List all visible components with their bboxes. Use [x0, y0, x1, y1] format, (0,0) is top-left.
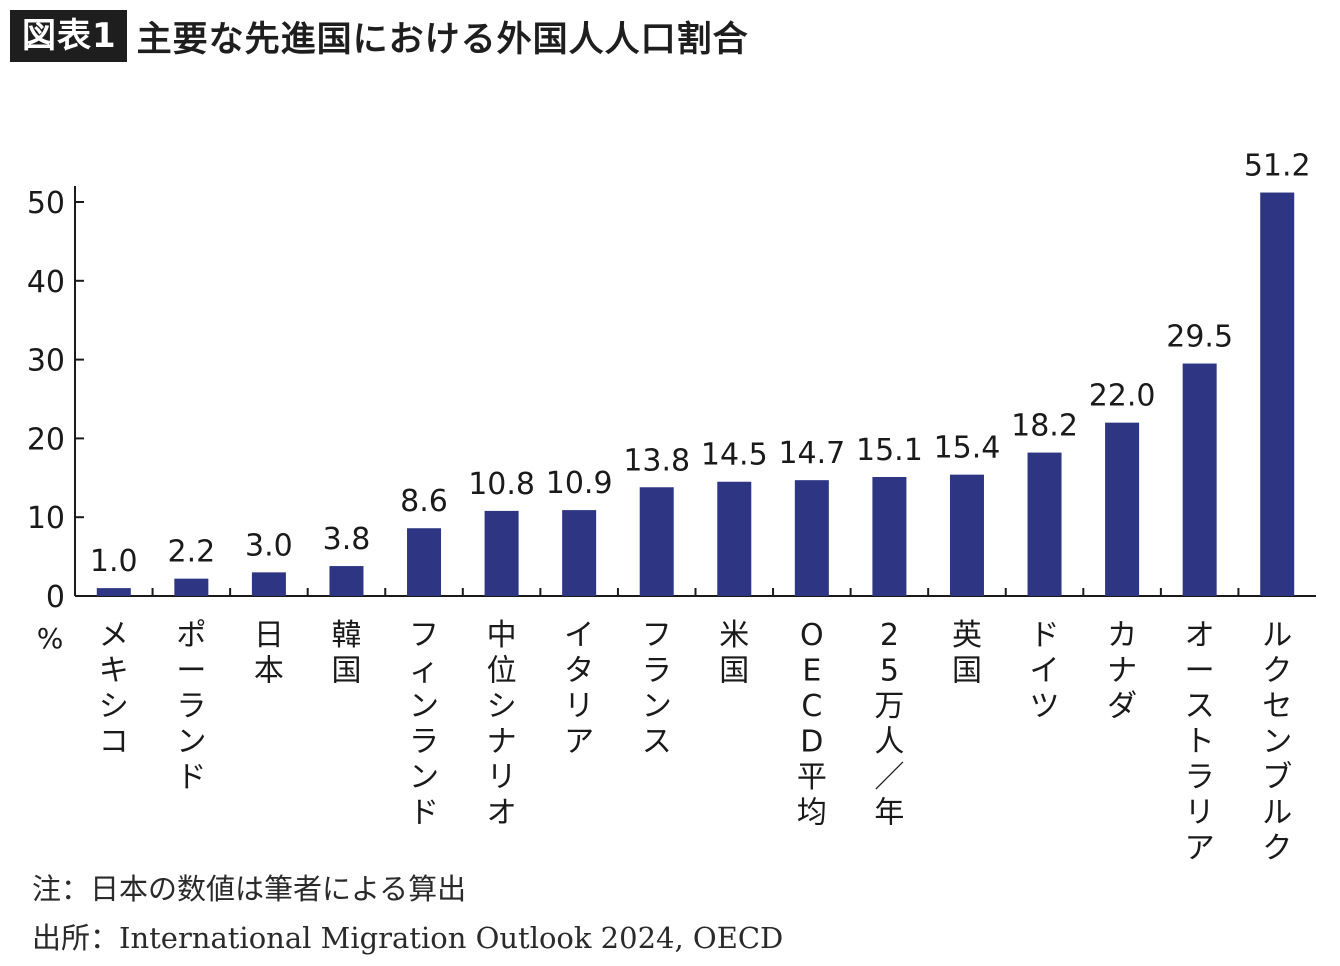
category-label: 英国 [952, 618, 982, 689]
value-label: 10.9 [546, 466, 613, 501]
y-tick-label: 50 [27, 186, 65, 221]
y-tick-label: 0 [46, 580, 65, 615]
bar [96, 588, 131, 596]
value-label: 22.0 [1089, 379, 1156, 414]
bar [562, 510, 597, 596]
value-label: 1.0 [90, 544, 138, 579]
y-tick-label: 40 [27, 265, 65, 300]
bar [174, 578, 209, 596]
category-label: フィンランド [409, 618, 439, 831]
bar-chart: 0 10 20 30 40 50% 1.0 メキシコ 2.2 ポーランド 3.0 日本 3.8 韓国 8.6… [27, 149, 1316, 866]
category-label: O E C D 平均 [797, 618, 827, 831]
value-label: 15.1 [856, 433, 923, 468]
value-label: 18.2 [1011, 409, 1078, 444]
bar [717, 481, 752, 596]
value-label: 29.5 [1166, 320, 1233, 355]
bar [794, 480, 829, 596]
category-label: カナダ [1107, 618, 1137, 724]
value-label: 3.8 [323, 522, 371, 557]
bar [1027, 452, 1062, 596]
y-tick-label: 10 [27, 501, 65, 536]
bar [484, 510, 519, 596]
y-tick-label: 30 [27, 344, 65, 379]
bar [407, 528, 442, 596]
bar [1260, 192, 1295, 596]
bar [329, 566, 364, 596]
value-label: 14.5 [701, 438, 768, 473]
chart-source: 出所：International Migration Outlook 2024,… [32, 921, 784, 955]
chart-note: 注：日本の数値は筆者による算出 [32, 872, 467, 906]
value-label: 14.7 [778, 436, 845, 471]
value-label: 13.8 [623, 443, 690, 478]
category-label: ドイツ [1030, 618, 1060, 724]
bar [872, 477, 907, 596]
chart-title: 主要な先進国における外国人人口割合 [136, 19, 749, 60]
value-label: 51.2 [1244, 149, 1311, 184]
figure-badge: 図表1 [10, 10, 127, 62]
category-label: 米国 [719, 618, 749, 689]
category-label: フランス [642, 618, 672, 760]
bar [1105, 422, 1140, 596]
value-label: 2.2 [167, 535, 215, 570]
category-label: 2 5 万人／年 [874, 618, 904, 831]
category-label: オーストラリア [1185, 618, 1215, 866]
chart-title-row: 図表1 主要な先進国における外国人人口割合 [10, 8, 749, 64]
category-label: イタリア [564, 618, 594, 760]
value-label: 10.8 [468, 467, 535, 502]
category-label: 中位シナリオ [487, 618, 517, 831]
y-unit-label: % [37, 622, 64, 655]
category-label: ルクセンブルク [1262, 618, 1292, 866]
y-tick-label: 20 [27, 422, 65, 457]
bar [949, 474, 984, 596]
category-label: 韓国 [331, 618, 361, 689]
bar [251, 572, 286, 596]
value-label: 8.6 [400, 484, 448, 519]
category-label: メキシコ [99, 618, 129, 760]
bar [1182, 363, 1217, 596]
bar [639, 487, 674, 596]
category-label: ポーランド [176, 618, 206, 795]
category-label: 日本 [254, 618, 284, 689]
value-label: 15.4 [934, 431, 1001, 466]
value-label: 3.0 [245, 528, 293, 563]
